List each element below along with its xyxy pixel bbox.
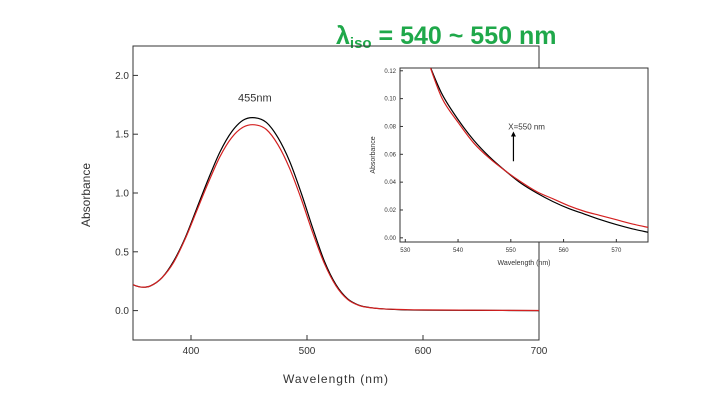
x-tick-label: 560 — [559, 248, 570, 254]
x-tick-label: 540 — [453, 248, 464, 254]
isosbestic-headline: λiso = 540 ~ 550 nm — [336, 22, 556, 52]
inset-x-axis-label: Wavelength (nm) — [497, 260, 550, 267]
y-tick-label: 1.5 — [115, 130, 129, 141]
headline-symbol: λ — [336, 22, 350, 50]
y-tick-label: 2.0 — [115, 71, 129, 82]
main-y-axis-label: Absorbance — [79, 163, 93, 227]
inset-background — [400, 68, 648, 242]
y-tick-label: 0.12 — [384, 69, 396, 75]
main-axis-ticks: 400 500 600 700 0.0 0.5 1.0 1.5 2.0 — [115, 71, 548, 357]
inset-y-axis-label: Absorbance — [370, 136, 377, 173]
x-tick-label: 400 — [183, 346, 200, 357]
headline-subscript: iso — [349, 35, 372, 52]
y-tick-label: 1.0 — [115, 189, 129, 200]
main-x-axis-label: Wavelength (nm) — [283, 372, 389, 386]
y-tick-label: 0.10 — [384, 97, 396, 103]
y-tick-label: 0.00 — [384, 236, 396, 242]
x-tick-label: 550 — [506, 248, 517, 254]
series-line — [133, 124, 539, 312]
x-tick-label: 700 — [531, 346, 548, 357]
inset-series-lines — [429, 68, 648, 233]
main-series-lines — [133, 117, 539, 312]
y-tick-label: 0.08 — [384, 125, 396, 131]
series-line — [430, 68, 648, 233]
x-tick-label: 570 — [611, 248, 622, 254]
y-tick-label: 0.0 — [115, 306, 129, 317]
isosbestic-label: X=550 nm — [508, 122, 545, 131]
main-spectrum-chart: 400 500 600 700 0.0 0.5 1.0 1.5 2.0 Wavelength (… — [79, 45, 548, 386]
y-tick-label: 0.5 — [115, 247, 129, 258]
inset-plot-frame — [399, 67, 649, 243]
x-tick-label: 530 — [400, 248, 411, 254]
x-tick-label: 600 — [415, 346, 432, 357]
y-tick-label: 0.02 — [384, 208, 396, 214]
y-tick-label: 0.06 — [384, 152, 396, 158]
inset-axis-ticks: 530 540 550 560 570 0.00 0.02 0.04 0.06 0.08 0.10 0… — [384, 69, 622, 254]
y-tick-label: 0.04 — [384, 180, 396, 186]
inset-zoom-chart: 530 540 550 560 570 0.00 0.02 0.04 0.06 0.08 0.10 0… — [370, 67, 649, 267]
peak-label: 455nm — [238, 92, 272, 104]
isosbestic-arrowhead — [510, 131, 516, 137]
headline-range: = 540 ~ 550 nm — [371, 22, 557, 50]
series-line — [429, 68, 648, 228]
x-tick-label: 500 — [299, 346, 316, 357]
